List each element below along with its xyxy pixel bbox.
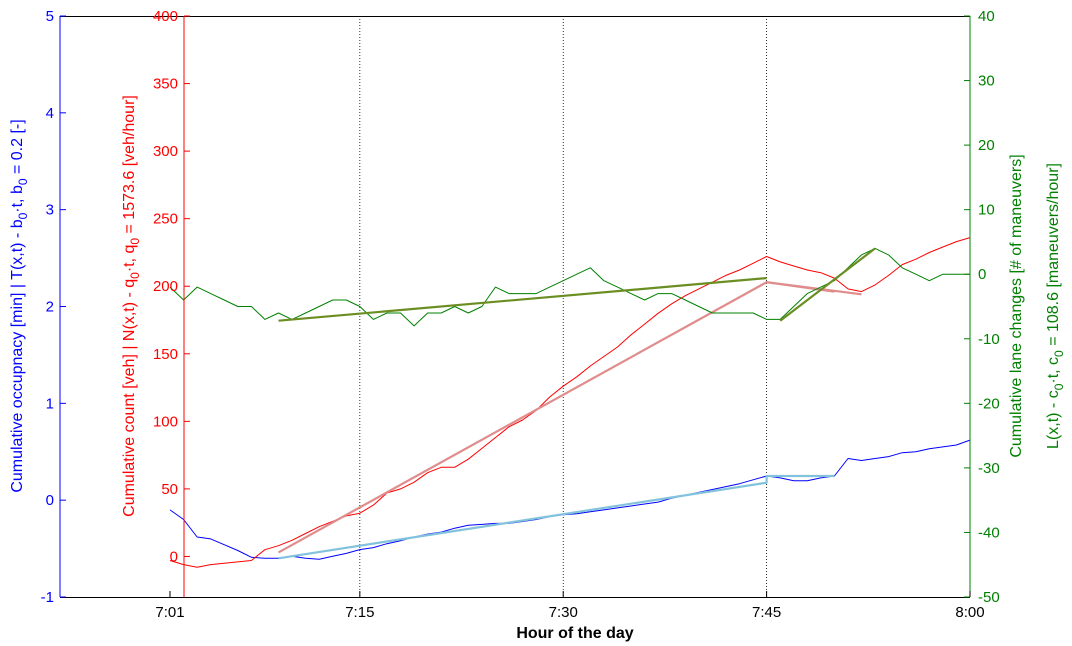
blue-axis-label: Cumulative occupnacy [min] | T(x,t) - b0… <box>9 119 30 492</box>
red-axis-label: Cumulative count [veh] | N(x,t) - q0·t, … <box>121 95 142 517</box>
x-tick-label: 7:45 <box>752 604 781 621</box>
green_right_inner-tick-label: -30 <box>978 460 1000 477</box>
blue_left_outer-tick-label: -1 <box>41 589 54 606</box>
x-tick-label: 7:15 <box>345 604 374 621</box>
green_right_inner-tick-label: 20 <box>978 137 995 154</box>
green_right_inner-tick-label: 40 <box>978 8 995 25</box>
red_left_inner-tick-label: 400 <box>153 8 178 25</box>
green_right_inner-tick-label: -10 <box>978 331 1000 348</box>
green_right_inner-tick-label: -50 <box>978 589 1000 606</box>
green_right_inner-tick-label: -40 <box>978 524 1000 541</box>
blue_left_outer-tick-label: 2 <box>46 299 54 316</box>
x-tick-label: 7:01 <box>155 604 184 621</box>
vertical-gridlines <box>359 16 768 597</box>
green_right_inner-tick-label: -20 <box>978 395 1000 412</box>
blue_left_outer-tick-label: 0 <box>46 492 54 509</box>
plot-frame-bottom <box>60 597 970 598</box>
red_left_inner-tick-label: 100 <box>153 413 178 430</box>
plot-area <box>60 16 970 598</box>
red_left_inner-tick-label: 150 <box>153 346 178 363</box>
series-line-1 <box>278 474 835 560</box>
green-outer-axis-label: L(x,t) - c0·t, c0 = 108.6 [maneuvers/hou… <box>1045 163 1066 449</box>
green_right_inner-tick-label: 10 <box>978 202 995 219</box>
series-line-2 <box>169 237 971 568</box>
plot-frame-top <box>60 16 970 17</box>
x-tick-label: 7:30 <box>549 604 578 621</box>
red_left_inner-tick-label: 200 <box>153 278 178 295</box>
green_right_inner-tick-label: 30 <box>978 73 995 90</box>
blue_left_outer-tick-label: 5 <box>46 8 54 25</box>
red_left_inner-tick-label: 300 <box>153 143 178 160</box>
x-axis-label: Hour of the day <box>516 625 633 642</box>
green_right_inner-tick-label: 0 <box>978 266 986 283</box>
axes-layer: -1012345050100150200250300350400-50-40-3… <box>41 8 1000 621</box>
x-tick-label: 8:00 <box>955 604 984 621</box>
red_left_inner-tick-label: 50 <box>161 481 178 498</box>
series-line-7 <box>779 247 876 322</box>
series-line-4 <box>766 281 835 293</box>
blue_left_outer-tick-label: 3 <box>46 202 54 219</box>
series-layer <box>169 237 971 568</box>
blue_left_outer-tick-label: 1 <box>46 395 54 412</box>
series-line-3 <box>277 281 862 554</box>
red_left_inner-tick-label: 350 <box>153 76 178 93</box>
green-inner-axis-label: Cumulative lane changes [# of maneuvers] <box>1008 154 1025 457</box>
series-line-6 <box>278 277 767 322</box>
series-line-5 <box>169 247 970 327</box>
red_left_inner-tick-label: 250 <box>153 211 178 228</box>
blue_left_outer-tick-label: 4 <box>46 105 54 122</box>
red_left_inner-tick-label: 0 <box>170 548 178 565</box>
